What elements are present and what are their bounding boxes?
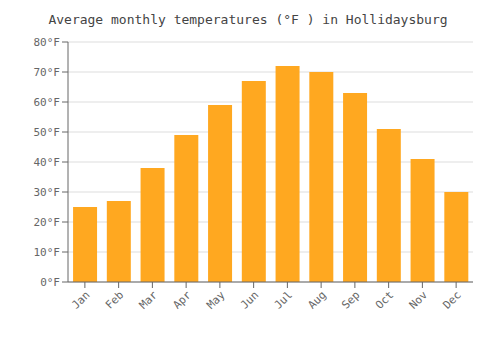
svg-text:0°F: 0°F bbox=[40, 276, 60, 289]
svg-text:Oct: Oct bbox=[373, 288, 396, 311]
svg-text:70°F: 70°F bbox=[34, 66, 61, 79]
svg-text:40°F: 40°F bbox=[34, 156, 61, 169]
svg-text:80°F: 80°F bbox=[34, 36, 61, 49]
svg-text:10°F: 10°F bbox=[34, 246, 61, 259]
svg-text:Sep: Sep bbox=[339, 288, 362, 311]
svg-text:Apr: Apr bbox=[171, 288, 195, 312]
svg-text:50°F: 50°F bbox=[34, 126, 61, 139]
svg-text:Dec: Dec bbox=[441, 288, 464, 311]
svg-text:20°F: 20°F bbox=[34, 216, 61, 229]
svg-text:Jul: Jul bbox=[272, 288, 295, 311]
svg-text:30°F: 30°F bbox=[34, 186, 61, 199]
svg-text:60°F: 60°F bbox=[34, 96, 61, 109]
svg-text:Feb: Feb bbox=[103, 288, 126, 311]
svg-text:Aug: Aug bbox=[306, 288, 329, 311]
svg-text:Jan: Jan bbox=[69, 288, 92, 311]
svg-text:Jun: Jun bbox=[238, 288, 261, 311]
svg-text:May: May bbox=[204, 288, 228, 312]
html-text:Average monthly temperatures (: Average monthly temperatures (°F ) in Ho… bbox=[48, 12, 448, 27]
svg-text:Nov: Nov bbox=[407, 288, 431, 312]
svg-text:Mar: Mar bbox=[137, 288, 161, 312]
